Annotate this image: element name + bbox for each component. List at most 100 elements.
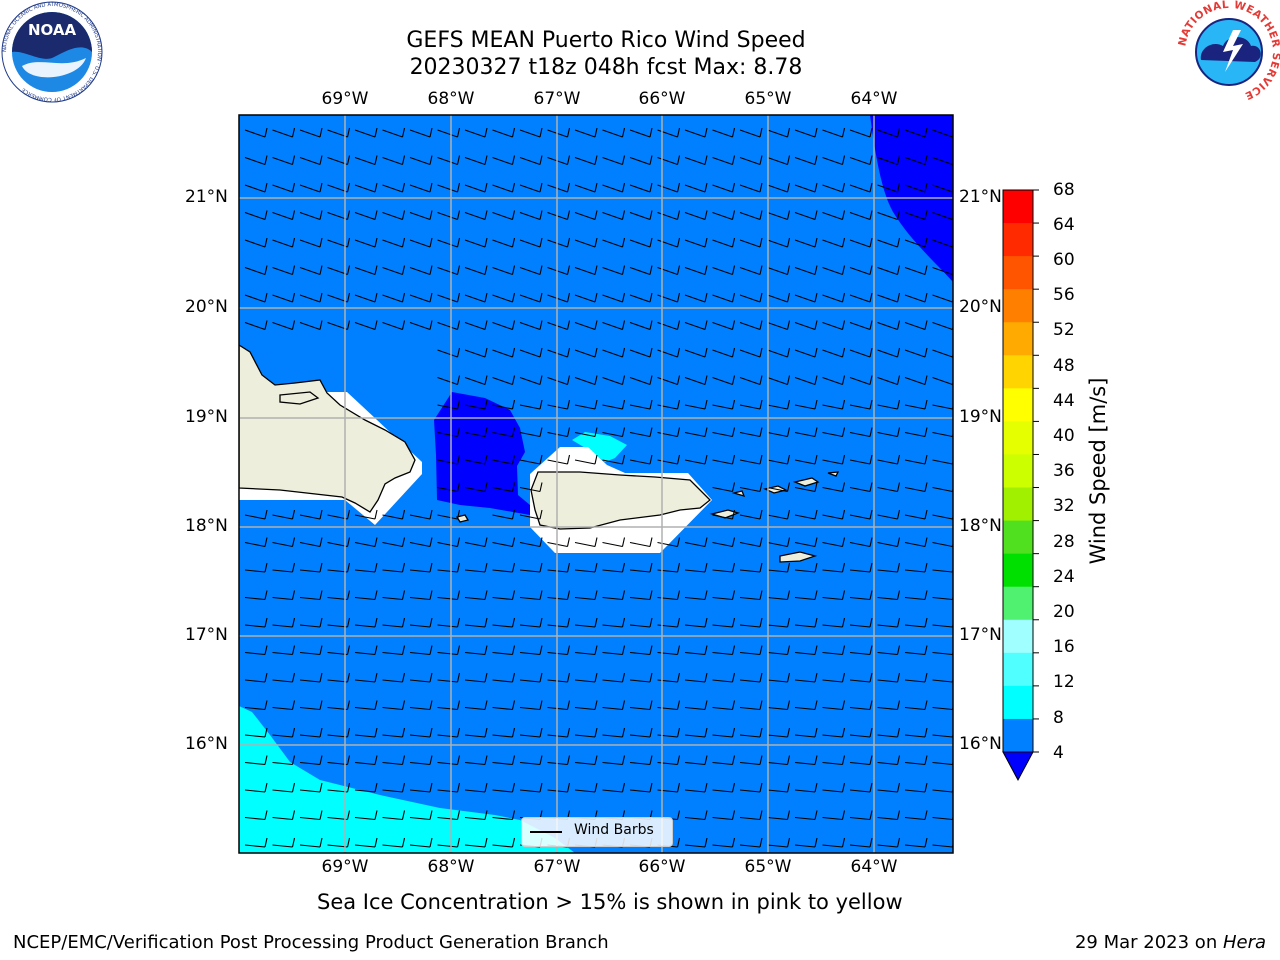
wind-barb bbox=[272, 727, 296, 738]
wind-barb bbox=[409, 700, 433, 711]
wind-barb bbox=[629, 347, 653, 358]
colorbar-tick: 68 bbox=[1053, 180, 1075, 200]
wind-barb bbox=[712, 127, 736, 138]
wind-barb bbox=[437, 182, 461, 193]
wind-barb bbox=[822, 562, 846, 573]
wind-barb bbox=[629, 427, 653, 438]
footer-date: 29 Mar 2023 on Hera bbox=[1075, 932, 1266, 953]
wind-barb bbox=[657, 427, 681, 438]
wind-barb bbox=[382, 292, 406, 303]
wind-barb bbox=[794, 127, 818, 138]
wind-barb bbox=[464, 237, 488, 248]
wind-barb bbox=[767, 617, 791, 628]
wind-barb bbox=[602, 427, 626, 438]
wind-barb bbox=[822, 347, 846, 358]
wind-barb bbox=[492, 590, 516, 601]
wind-barb bbox=[244, 810, 268, 821]
wind-barb bbox=[629, 454, 653, 465]
wind-barb bbox=[574, 320, 598, 331]
wind-barb bbox=[602, 375, 626, 386]
wind-barb bbox=[712, 590, 736, 601]
wind-barb bbox=[327, 155, 351, 166]
wind-barb bbox=[492, 454, 516, 465]
wind-barb bbox=[822, 782, 846, 793]
wind-barb bbox=[244, 210, 268, 221]
lon-label-bottom-65w: 65°W bbox=[744, 857, 792, 877]
wind-barb bbox=[657, 265, 681, 276]
wind-barb bbox=[684, 562, 708, 573]
wind-barb bbox=[657, 672, 681, 683]
wind-barb bbox=[629, 155, 653, 166]
wind-barb bbox=[519, 427, 543, 438]
lat-label-right-21n: 21°N bbox=[959, 187, 1002, 207]
wind-barb bbox=[602, 127, 626, 138]
wind-barb bbox=[712, 537, 736, 548]
wind-barb bbox=[629, 537, 653, 548]
wind-barb bbox=[354, 127, 378, 138]
wind-barb bbox=[299, 155, 323, 166]
lat-label-left-19n: 19°N bbox=[185, 407, 228, 427]
wind-barb bbox=[354, 755, 378, 766]
wind-barb bbox=[602, 347, 626, 358]
wind-barb bbox=[327, 837, 351, 848]
wind-barb bbox=[712, 837, 736, 848]
wind-barb bbox=[877, 347, 901, 358]
wind-barb bbox=[657, 700, 681, 711]
wind-barb bbox=[299, 617, 323, 628]
colorbar-tick: 4 bbox=[1053, 743, 1064, 763]
wind-barb bbox=[272, 265, 296, 276]
wind-barb bbox=[684, 127, 708, 138]
wind-barb bbox=[327, 237, 351, 248]
wind-barb bbox=[877, 155, 901, 166]
svg-text:NOAA: NOAA bbox=[28, 21, 77, 39]
wind-barb bbox=[244, 562, 268, 573]
wind-barb bbox=[299, 645, 323, 656]
wind-barb bbox=[629, 399, 653, 410]
wind-barb bbox=[244, 727, 268, 738]
wind-barb bbox=[519, 727, 543, 738]
wind-barb bbox=[354, 810, 378, 821]
wind-barb bbox=[492, 320, 516, 331]
wind-barb bbox=[657, 320, 681, 331]
chart-subtitle-forecast: 20230327 t18z 048h fcst Max: 8.78 bbox=[409, 55, 803, 80]
sea-ice-note: Sea Ice Concentration > 15% is shown in … bbox=[317, 890, 903, 914]
wind-barb bbox=[464, 155, 488, 166]
lon-label-top-64w: 64°W bbox=[850, 89, 898, 109]
wind-barb bbox=[684, 210, 708, 221]
wind-barb bbox=[684, 810, 708, 821]
wind-barb bbox=[767, 482, 791, 493]
wind-barb bbox=[794, 782, 818, 793]
wind-barb bbox=[684, 375, 708, 386]
footer-branch: NCEP/EMC/Verification Post Processing Pr… bbox=[13, 932, 609, 953]
wind-barb bbox=[794, 210, 818, 221]
lon-label-top-65w: 65°W bbox=[744, 89, 792, 109]
hispaniola-land bbox=[239, 344, 416, 513]
wind-barb bbox=[849, 537, 873, 548]
wind-barb bbox=[877, 700, 901, 711]
wind-barb bbox=[904, 590, 928, 601]
wind-barb bbox=[629, 645, 653, 656]
wind-barb bbox=[849, 700, 873, 711]
wind-barb bbox=[877, 782, 901, 793]
wind-barb bbox=[767, 700, 791, 711]
wind-barb bbox=[437, 375, 461, 386]
wind-barb bbox=[739, 182, 763, 193]
wind-barb bbox=[437, 399, 461, 410]
wind-barb bbox=[327, 672, 351, 683]
wind-barb bbox=[327, 617, 351, 628]
wind-barb bbox=[657, 127, 681, 138]
wind-barb bbox=[464, 210, 488, 221]
wind-barb bbox=[519, 210, 543, 221]
wind-barb bbox=[602, 292, 626, 303]
strong-wind-region-mona bbox=[434, 392, 530, 515]
wind-barb bbox=[629, 782, 653, 793]
wind-barb bbox=[244, 837, 268, 848]
wind-barb bbox=[574, 265, 598, 276]
wind-barb bbox=[574, 727, 598, 738]
wind-barb bbox=[354, 155, 378, 166]
wind-barb bbox=[354, 265, 378, 276]
wind-barb bbox=[849, 265, 873, 276]
puerto-rico-land bbox=[530, 471, 711, 530]
colorbar-segment bbox=[1003, 223, 1033, 257]
wind-barb bbox=[409, 672, 433, 683]
